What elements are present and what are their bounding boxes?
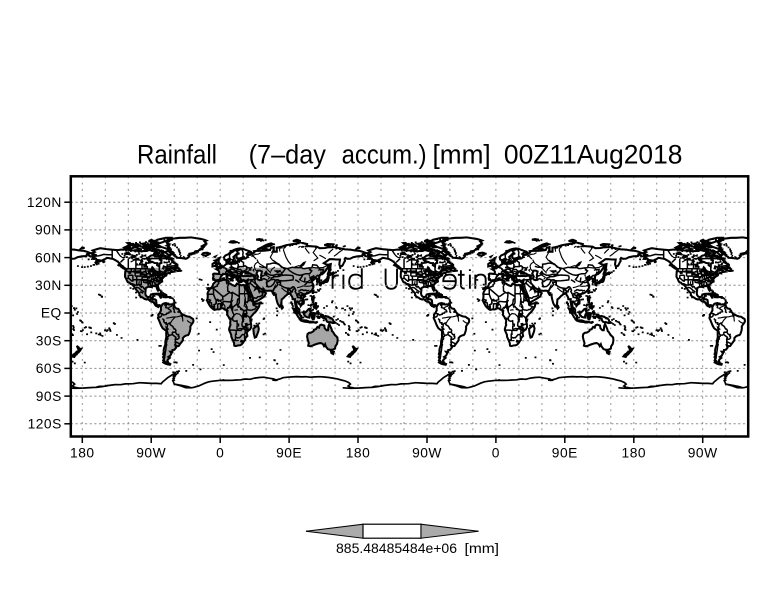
svg-text:180: 180 bbox=[346, 446, 371, 461]
svg-text:90S: 90S bbox=[36, 389, 62, 404]
svg-text:90W: 90W bbox=[688, 446, 718, 461]
svg-text:90W: 90W bbox=[136, 446, 166, 461]
svg-text:EQ: EQ bbox=[41, 306, 62, 321]
svg-text:90W: 90W bbox=[412, 446, 442, 461]
svg-text:(7–day: (7–day bbox=[249, 140, 327, 170]
svg-text:0: 0 bbox=[492, 446, 500, 461]
svg-text:120S: 120S bbox=[28, 417, 62, 432]
svg-text:90E: 90E bbox=[552, 446, 578, 461]
svg-text:[mm]: [mm] bbox=[433, 140, 491, 170]
svg-text:180: 180 bbox=[70, 446, 95, 461]
svg-text:60S: 60S bbox=[36, 361, 62, 376]
svg-text:90E: 90E bbox=[276, 446, 302, 461]
svg-text:885.48485484e+06: 885.48485484e+06 bbox=[336, 541, 457, 556]
svg-text:90N: 90N bbox=[35, 223, 62, 238]
svg-text:Rainfall: Rainfall bbox=[137, 140, 217, 170]
svg-text:30S: 30S bbox=[36, 333, 62, 348]
svg-text:[mm]: [mm] bbox=[465, 541, 500, 556]
svg-text:accum.): accum.) bbox=[342, 140, 427, 170]
svg-text:0: 0 bbox=[216, 446, 224, 461]
svg-text:180: 180 bbox=[622, 446, 647, 461]
svg-text:60N: 60N bbox=[35, 250, 62, 265]
svg-text:00Z11Aug2018: 00Z11Aug2018 bbox=[504, 140, 683, 170]
svg-text:120N: 120N bbox=[27, 195, 62, 210]
svg-text:30N: 30N bbox=[35, 278, 62, 293]
